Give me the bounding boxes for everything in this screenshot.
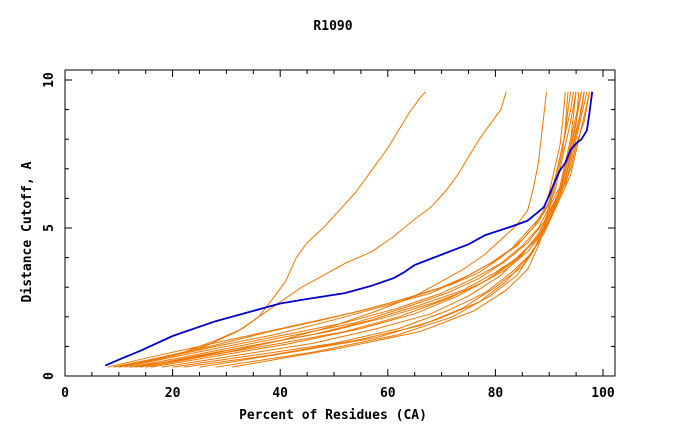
x-axis-label: Percent of Residues (CA): [239, 408, 427, 423]
series-line-6: [118, 91, 577, 368]
series-line-15: [183, 91, 580, 368]
y-tick-label: 0: [42, 372, 57, 380]
series-lines: [104, 91, 594, 368]
series-line-4: [107, 91, 566, 368]
series-line-8: [129, 91, 585, 368]
x-tick-label: 60: [380, 386, 396, 401]
series-line-14: [172, 91, 585, 368]
plot-frame: [64, 69, 616, 377]
y-axis-label: Distance Cutoff, A: [20, 161, 35, 302]
series-line-10: [140, 91, 588, 368]
chart-title: R1090: [313, 19, 352, 34]
highlight-series-line: [104, 91, 594, 367]
axis-ticks: 0 20 40 60 80 100 0 5 10: [42, 70, 615, 401]
y-tick-label: 10: [42, 72, 57, 88]
series-line-2: [118, 91, 507, 368]
series-line-18: [231, 91, 569, 368]
series-line-17: [215, 91, 572, 368]
series-line-11: [145, 91, 590, 368]
x-tick-label: 40: [272, 386, 288, 401]
series-line-1: [113, 91, 426, 368]
x-tick-label: 20: [165, 386, 181, 401]
series-line-13: [161, 91, 585, 368]
series-line-12: [151, 91, 590, 368]
x-tick-label: 80: [488, 386, 504, 401]
x-tick-label: 0: [61, 386, 69, 401]
y-tick-label: 5: [42, 224, 57, 232]
x-tick-label: 100: [591, 386, 615, 401]
